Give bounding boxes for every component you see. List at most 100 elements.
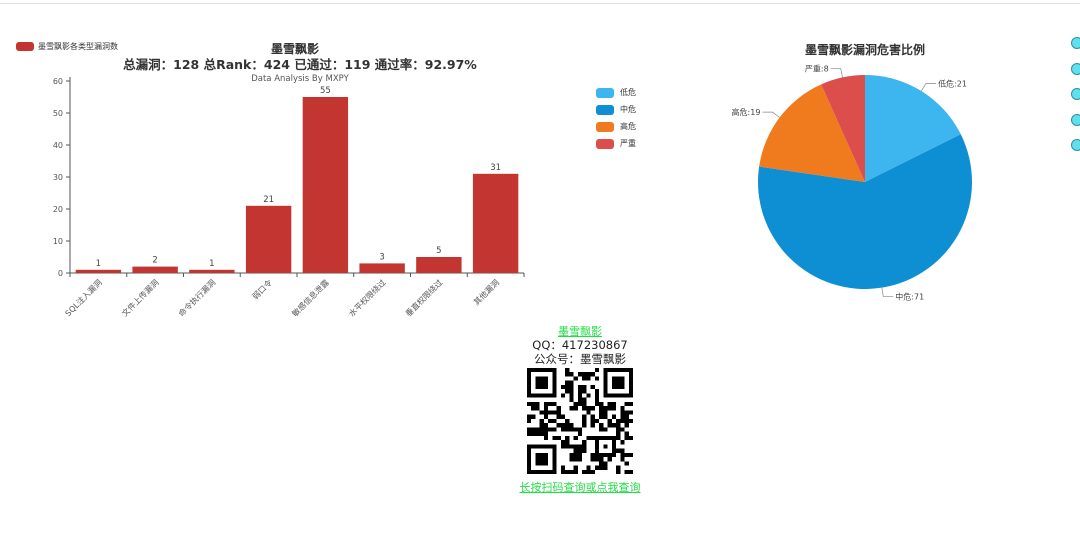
qr-module [616, 465, 621, 470]
pie-legend-item-high[interactable]: 高危 [596, 118, 636, 135]
side-nav-dot[interactable] [1071, 37, 1080, 49]
qr-module [565, 368, 570, 373]
bar-value-label: 1 [209, 259, 214, 269]
qr-module [616, 469, 621, 474]
qr-module [573, 452, 578, 458]
qr-module [565, 469, 570, 474]
qr-module [569, 444, 574, 449]
qr-module [628, 469, 633, 474]
qr-module [616, 435, 621, 441]
qr-code-image[interactable] [527, 368, 633, 474]
qr-module [582, 448, 587, 453]
qr-module [573, 448, 578, 453]
pie-legend-label-medium: 中危 [620, 105, 636, 114]
qr-module [535, 427, 540, 432]
y-tick-label: 30 [53, 173, 63, 182]
qr-module [577, 384, 583, 390]
qr-module [603, 406, 608, 411]
qr-module [594, 368, 600, 373]
pie-slice-label: 严重:8 [805, 64, 829, 74]
pie-label-line [830, 68, 843, 78]
qr-module [539, 431, 544, 436]
bar-chart: 0 10 20 30 40 50 60 1 SQL注入漏洞 2 文件上传漏洞 1 命令执行漏洞 21 弱口令… [53, 77, 525, 318]
qr-module [599, 401, 604, 407]
qr-module [594, 393, 600, 398]
qr-module [620, 448, 625, 453]
qr-module [548, 418, 553, 424]
qr-module [624, 410, 629, 415]
bar-value-label: 31 [490, 163, 501, 173]
qr-module [560, 444, 566, 449]
qr-module [624, 452, 629, 458]
side-nav-dot[interactable] [1071, 139, 1080, 151]
y-tick-label: 40 [53, 141, 63, 150]
pie-chart-title: 墨雪飘影漏洞危害比例 [804, 43, 925, 57]
qr-module [569, 423, 574, 428]
bar [189, 269, 235, 273]
qr-module [569, 372, 574, 377]
qr-module [565, 372, 570, 377]
author-link[interactable]: 墨雪飘影 [558, 325, 602, 338]
qr-module [573, 465, 578, 470]
qr-module [569, 380, 574, 385]
qr-module [527, 414, 532, 419]
qr-module [590, 372, 595, 377]
qr-module [582, 401, 587, 407]
qr-module [594, 401, 600, 407]
side-nav-dot[interactable] [1071, 113, 1080, 126]
x-category-label: 其他漏洞 [471, 277, 501, 307]
qr-module [552, 410, 557, 415]
qr-module [590, 457, 595, 462]
pie-legend-item-medium[interactable]: 中危 [596, 101, 636, 118]
bar-legend-label: 墨雪飘影各类型漏洞数 [38, 42, 118, 51]
bar [302, 97, 349, 273]
qr-module [569, 389, 574, 394]
promo-block: 墨雪飘影 QQ：417230867 公众号：墨雪飘影 长按扫码查询或点我查询 [480, 324, 680, 494]
qr-module [594, 397, 600, 402]
qr-module [577, 431, 583, 436]
qr-caption-link[interactable]: 长按扫码查询或点我查询 [519, 481, 641, 494]
qr-module [624, 423, 629, 428]
qr-module [590, 435, 595, 441]
qr-finder-core [535, 452, 549, 466]
qr-module [548, 410, 553, 415]
qr-module [582, 372, 587, 377]
qr-module [543, 435, 549, 441]
pie-legend-item-low[interactable]: 低危 [596, 84, 636, 101]
qr-module [582, 384, 587, 390]
qr-module [535, 406, 540, 411]
bar [416, 257, 462, 273]
qr-module [531, 431, 536, 436]
pie-slice [821, 75, 865, 182]
qr-module [573, 427, 578, 432]
pie-label-line [762, 111, 780, 118]
bar-legend[interactable]: 墨雪飘影各类型漏洞数 [16, 41, 118, 52]
qr-module [582, 418, 587, 424]
pie-legend-swatch-low [596, 87, 614, 98]
x-category-label: 敏感信息泄露 [290, 277, 331, 318]
qr-module [548, 427, 553, 432]
qr-module [611, 401, 617, 407]
pie-legend-item-critical[interactable]: 严重 [596, 135, 636, 152]
side-nav-dot[interactable] [1071, 62, 1080, 75]
qr-module [599, 461, 604, 466]
pie-legend-swatch-critical [596, 138, 614, 149]
side-nav-dot[interactable] [1071, 88, 1080, 100]
qr-module [607, 406, 612, 411]
qr-module [560, 393, 566, 398]
qr-module [599, 410, 604, 415]
qr-module [611, 414, 617, 419]
qr-module [560, 469, 566, 474]
qr-module [565, 440, 570, 445]
bar-value-label: 55 [320, 86, 331, 96]
qr-module [599, 465, 604, 470]
x-category-label: 水平权限绕过 [347, 277, 388, 318]
wechat-line: 公众号：墨雪飘影 [534, 352, 626, 366]
qr-module [586, 393, 591, 398]
bar [472, 173, 519, 273]
qr-module [594, 457, 600, 462]
qr-module [594, 465, 600, 470]
pie-slice [759, 84, 865, 182]
qr-module [565, 380, 570, 385]
bar-chart-title: 墨雪飘影 [270, 42, 319, 56]
